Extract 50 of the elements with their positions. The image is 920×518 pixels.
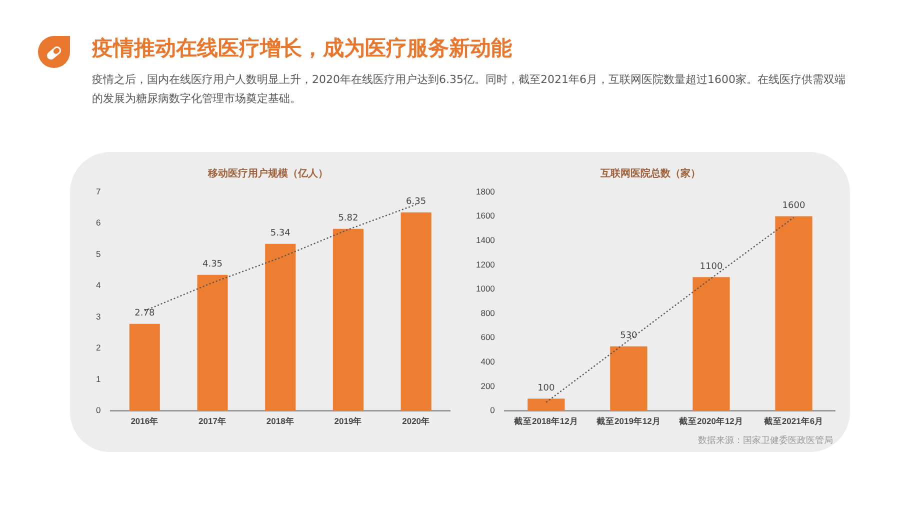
x-tick-label: 2016年 (130, 416, 159, 426)
y-tick-label: 4 (96, 280, 101, 290)
bar (197, 274, 228, 411)
chart-title: 移动医疗用户规模（亿人） (207, 168, 328, 180)
x-tick-label: 2018年 (266, 416, 294, 426)
y-tick-label: 0 (96, 405, 101, 416)
chart-title: 互联网医院总数（家） (600, 168, 700, 180)
bar (332, 228, 364, 411)
data-label: 1100 (700, 262, 723, 272)
y-tick-label: 1200 (476, 259, 496, 270)
x-tick-label: 截至2018年12月 (512, 416, 578, 426)
x-tick-label: 2020年 (402, 416, 430, 426)
y-tick-label: 3 (96, 311, 101, 322)
y-tick-label: 1600 (476, 210, 496, 221)
data-label: 2.78 (134, 308, 155, 319)
data-label: 4.35 (202, 260, 223, 270)
bar (129, 324, 160, 411)
source-note: 数据来源：国家卫健委医政医管局 (698, 434, 833, 447)
y-tick-label: 1 (96, 374, 101, 384)
y-tick-label: 800 (480, 308, 496, 318)
y-tick-label: 600 (480, 332, 496, 342)
data-label: 1600 (782, 201, 806, 212)
bar (610, 346, 648, 411)
text: 疫情推动在线医疗增长，成为医疗服务新动能 (92, 35, 512, 62)
y-tick-label: 2 (96, 342, 101, 353)
y-tick-label: 400 (480, 356, 496, 367)
y-tick-label: 7 (96, 186, 101, 196)
y-tick-label: 6 (96, 218, 101, 228)
x-tick-label: 截至2019年12月 (596, 416, 661, 426)
bar (692, 277, 730, 411)
data-label: 5.82 (338, 214, 358, 224)
x-tick-label: 截至2020年12月 (678, 416, 744, 426)
y-tick-label: 1000 (476, 284, 496, 294)
y-tick-label: 0 (490, 405, 496, 416)
x-tick-label: 2017年 (198, 416, 226, 426)
bar (400, 212, 432, 411)
data-label: 6.35 (406, 197, 426, 208)
bar (528, 398, 565, 411)
x-tick-label: 截至2021年6月 (762, 416, 824, 426)
data-label: 530 (620, 331, 638, 342)
y-tick-label: 1800 (476, 186, 496, 196)
y-tick-label: 5 (96, 248, 101, 259)
data-label: 100 (538, 383, 556, 394)
bar (265, 244, 296, 411)
x-tick-label: 2019年 (334, 416, 362, 426)
y-tick-label: 200 (480, 380, 496, 391)
text: 疫情之后，国内在线医疗用户人数明显上升，2020年在线医疗用户达到6.35亿。同时，截至2021年6月，互联网医院数量超过1600家。在线医疗供需双端的发展为糖尿病数字化管理市场奠定基础。 (92, 72, 846, 107)
y-tick-label: 1400 (476, 234, 496, 245)
bar (775, 216, 812, 411)
data-label: 5.34 (270, 228, 291, 239)
